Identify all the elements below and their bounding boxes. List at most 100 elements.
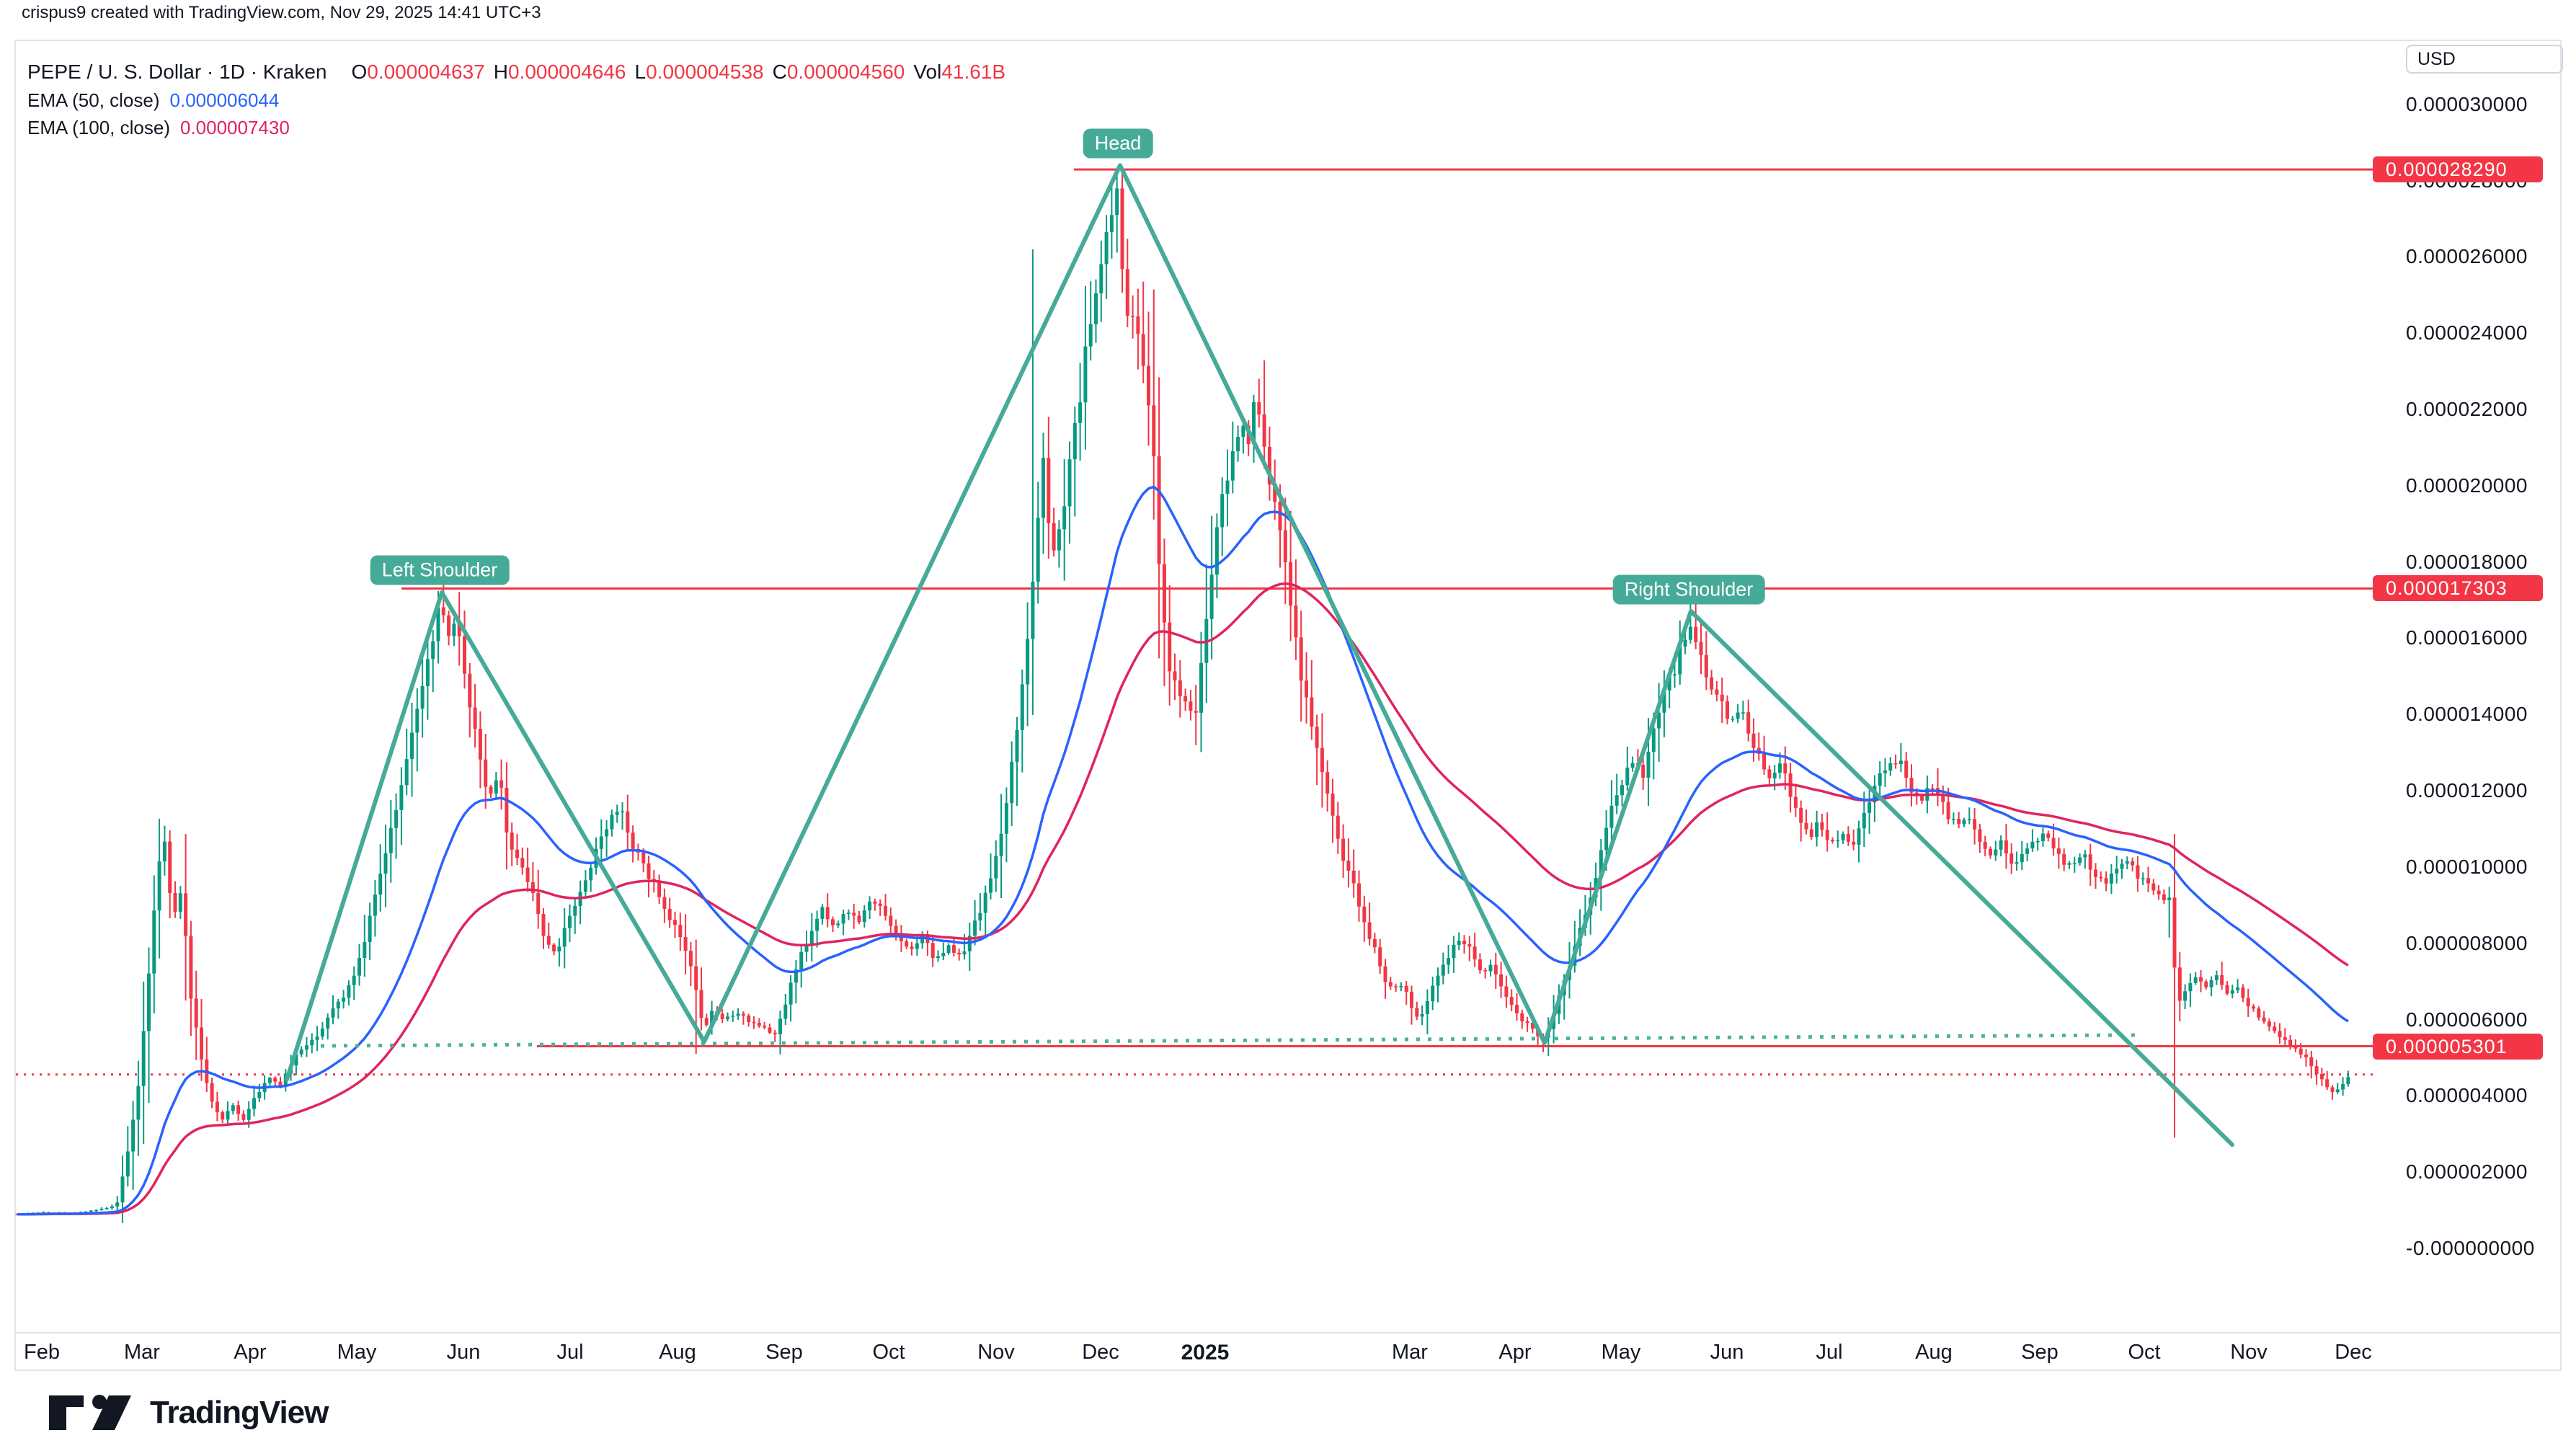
candle-body <box>1378 947 1382 967</box>
candle-body <box>447 615 451 636</box>
candle-body <box>1909 778 1914 793</box>
candle-body <box>463 636 466 674</box>
candle-body <box>1315 727 1319 748</box>
candle-body <box>799 951 804 969</box>
ema100-row[interactable]: EMA (100, close) 0.000007430 <box>27 114 1005 141</box>
candle-body <box>2257 1008 2261 1018</box>
candle-body <box>1273 484 1277 502</box>
candle-body <box>1731 719 1735 720</box>
candle-body <box>1704 654 1708 678</box>
candle-body <box>2167 897 2172 901</box>
candle-body <box>694 966 698 990</box>
candle-body <box>1220 494 1225 528</box>
candle-body <box>667 908 672 920</box>
candle-body <box>399 785 404 810</box>
candle-body <box>1394 986 1398 987</box>
candle-body <box>236 1105 241 1114</box>
candle-body <box>1920 796 1924 801</box>
candle-body <box>1420 1013 1424 1017</box>
candle-body <box>809 931 814 945</box>
candle-body <box>1962 820 1966 825</box>
candle-body <box>2125 861 2129 864</box>
head-label[interactable]: Head <box>1083 128 1153 159</box>
candle-body <box>131 1119 136 1152</box>
candle-body <box>951 945 956 953</box>
candle-body <box>457 623 461 636</box>
candle-body <box>1241 425 1245 438</box>
candle-body <box>983 892 987 913</box>
candle-body <box>2131 861 2135 866</box>
candle-body <box>884 905 887 916</box>
candle-body <box>257 1092 262 1098</box>
candle-body <box>2104 878 2108 884</box>
ema50-row[interactable]: EMA (50, close) 0.000006044 <box>27 86 1005 114</box>
tradingview-logo[interactable]: TradingView <box>48 1394 329 1431</box>
candle-body <box>1383 966 1387 982</box>
candle-body <box>1136 316 1140 334</box>
candle-body <box>2214 975 2219 980</box>
candle-body <box>1841 833 1845 840</box>
candle-body <box>1078 402 1083 423</box>
candle-body <box>1530 1023 1535 1029</box>
candle-body <box>1862 812 1866 829</box>
candle-body <box>2109 873 2113 884</box>
open-value: 0.000004637 <box>367 61 485 83</box>
candle-body <box>778 1018 782 1034</box>
candle-body <box>831 919 835 925</box>
candle-body <box>610 814 614 830</box>
candle-body <box>1615 795 1619 806</box>
candle-body <box>936 956 940 959</box>
symbol-title[interactable]: PEPE / U. S. Dollar · 1D · Kraken <box>27 61 327 83</box>
left-shoulder-label[interactable]: Left Shoulder <box>370 555 510 585</box>
candle-body <box>2299 1048 2303 1055</box>
neckline[interactable] <box>320 1033 2136 1048</box>
candle-body <box>1262 414 1266 447</box>
candle-body <box>1646 751 1651 778</box>
candle-body <box>1041 458 1045 518</box>
candle-body <box>484 759 488 787</box>
candle-body <box>2004 840 2008 854</box>
candle-body <box>2273 1026 2277 1031</box>
right-shoulder-label[interactable]: Right Shoulder <box>1612 574 1765 605</box>
candle-body <box>383 853 388 874</box>
candle-body <box>1214 527 1219 575</box>
candles-layer <box>15 169 2350 1223</box>
candle-body <box>910 946 914 949</box>
candle-body <box>720 1013 724 1019</box>
head-shoulders-trendline[interactable] <box>285 163 2234 1148</box>
ema50-line[interactable] <box>17 485 2349 1216</box>
currency-button[interactable]: USD <box>2406 45 2563 74</box>
candle-body <box>200 1027 203 1060</box>
candle-body <box>757 1023 761 1026</box>
candle-body <box>1141 334 1145 366</box>
candle-body <box>1815 822 1819 838</box>
candle-body <box>342 998 346 1002</box>
candle-body <box>310 1039 314 1046</box>
candle-body <box>241 1114 246 1120</box>
candle-body <box>1820 822 1824 830</box>
candle-body <box>1225 480 1230 494</box>
candle-body <box>1004 803 1008 834</box>
candle-body <box>1778 763 1782 773</box>
candle-body <box>868 901 872 911</box>
candle-body <box>436 607 440 642</box>
candle-body <box>473 707 477 729</box>
candle-body <box>783 1004 788 1019</box>
low-value: 0.000004538 <box>646 61 764 83</box>
ema100-line[interactable] <box>17 582 2349 1216</box>
candle-body <box>846 913 850 915</box>
candle-body <box>305 1045 308 1050</box>
candle-body <box>2083 854 2087 858</box>
candle-body <box>94 1209 98 1212</box>
candle-body <box>773 1032 777 1034</box>
time-tick-label: Dec <box>2335 1341 2372 1364</box>
candle-body <box>1478 959 1482 971</box>
candle-body <box>1630 763 1635 768</box>
candle-body <box>2230 990 2234 994</box>
time-tick-label: Jun <box>446 1341 481 1364</box>
price-tick-label: 0.000030000 <box>2406 92 2528 115</box>
candle-body <box>1351 870 1356 884</box>
candle-body <box>541 914 546 936</box>
candle-body <box>2314 1066 2319 1075</box>
